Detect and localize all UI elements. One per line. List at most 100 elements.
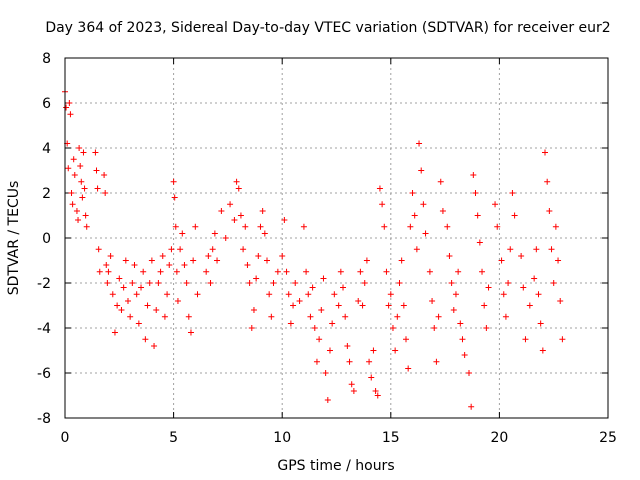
data-point	[555, 257, 562, 264]
data-point	[505, 280, 512, 286]
data-point	[257, 223, 264, 230]
data-point	[207, 280, 214, 286]
data-point	[426, 268, 433, 275]
data-point	[73, 208, 80, 214]
data-point	[483, 325, 490, 331]
x-tick-label: 20	[490, 430, 508, 446]
data-point	[420, 201, 427, 208]
data-point	[311, 325, 318, 331]
data-point	[124, 298, 131, 304]
data-point	[307, 313, 314, 320]
data-point	[370, 347, 377, 354]
data-point	[429, 298, 436, 304]
data-point	[173, 268, 180, 275]
data-point	[509, 190, 516, 196]
data-point	[92, 149, 99, 156]
data-point	[129, 280, 136, 286]
data-point	[335, 302, 342, 309]
x-axis-label: GPS time / hours	[277, 458, 394, 474]
x-tick-label: 15	[382, 430, 400, 446]
data-point	[459, 336, 466, 343]
data-point	[357, 268, 364, 275]
data-point	[81, 185, 88, 192]
data-point	[109, 291, 116, 298]
data-point	[472, 190, 479, 196]
data-point	[389, 325, 396, 331]
data-point	[203, 268, 210, 275]
data-point	[227, 201, 234, 208]
data-point	[342, 313, 349, 320]
data-point	[337, 268, 344, 275]
data-point	[138, 284, 145, 291]
data-point	[261, 230, 268, 237]
data-point	[131, 262, 138, 268]
data-point	[539, 347, 546, 354]
data-point	[481, 302, 488, 309]
data-point	[559, 336, 566, 343]
y-tick-label: 6	[42, 96, 51, 112]
data-point	[413, 246, 420, 253]
data-point	[383, 268, 390, 275]
x-tick-label: 10	[273, 430, 291, 446]
data-point	[170, 178, 177, 185]
chart-title: Day 364 of 2023, Sidereal Day-to-day VTE…	[45, 20, 610, 36]
data-point	[287, 320, 294, 327]
y-tick-label: -8	[37, 411, 51, 427]
data-point	[318, 307, 325, 313]
x-tick-label: 25	[599, 430, 617, 446]
data-point	[253, 275, 260, 282]
data-point	[374, 392, 381, 399]
data-point	[305, 291, 312, 298]
data-point	[363, 257, 370, 264]
data-point	[292, 280, 299, 286]
data-point	[159, 253, 166, 259]
data-point	[331, 291, 338, 298]
data-point	[144, 302, 151, 309]
data-point	[142, 336, 149, 343]
data-point	[387, 291, 394, 298]
data-point	[376, 185, 383, 192]
data-point	[368, 374, 375, 381]
data-point	[446, 253, 453, 259]
data-point	[209, 246, 216, 253]
data-point	[96, 268, 103, 275]
data-point	[266, 291, 273, 298]
data-point	[240, 246, 247, 253]
data-point	[394, 313, 401, 320]
data-point	[398, 257, 405, 264]
data-point	[470, 172, 477, 178]
data-point	[361, 280, 368, 286]
data-point	[67, 111, 74, 118]
data-point	[76, 145, 83, 151]
data-point	[235, 185, 242, 192]
data-point	[552, 223, 559, 230]
data-point	[340, 284, 347, 291]
data-point	[557, 298, 564, 304]
data-point	[79, 194, 86, 201]
data-point	[66, 100, 73, 106]
data-point	[114, 302, 121, 309]
data-point	[468, 403, 475, 410]
data-point	[385, 302, 392, 309]
data-point	[461, 352, 468, 358]
data-point	[218, 208, 225, 214]
data-point	[300, 223, 307, 230]
data-point	[507, 246, 514, 253]
data-point	[290, 302, 297, 309]
data-point	[164, 291, 171, 298]
data-point	[479, 268, 486, 275]
data-point	[166, 262, 173, 268]
data-point	[344, 343, 351, 349]
data-point	[211, 230, 218, 237]
data-point	[105, 268, 112, 275]
data-point	[248, 325, 255, 331]
data-point	[533, 246, 540, 253]
data-point	[281, 217, 288, 223]
data-point	[283, 268, 290, 275]
data-point	[259, 208, 266, 214]
y-tick-label: 8	[42, 51, 51, 67]
data-point	[179, 230, 186, 237]
data-point	[526, 302, 533, 309]
y-tick-label: 4	[42, 141, 51, 157]
data-point	[346, 358, 353, 365]
